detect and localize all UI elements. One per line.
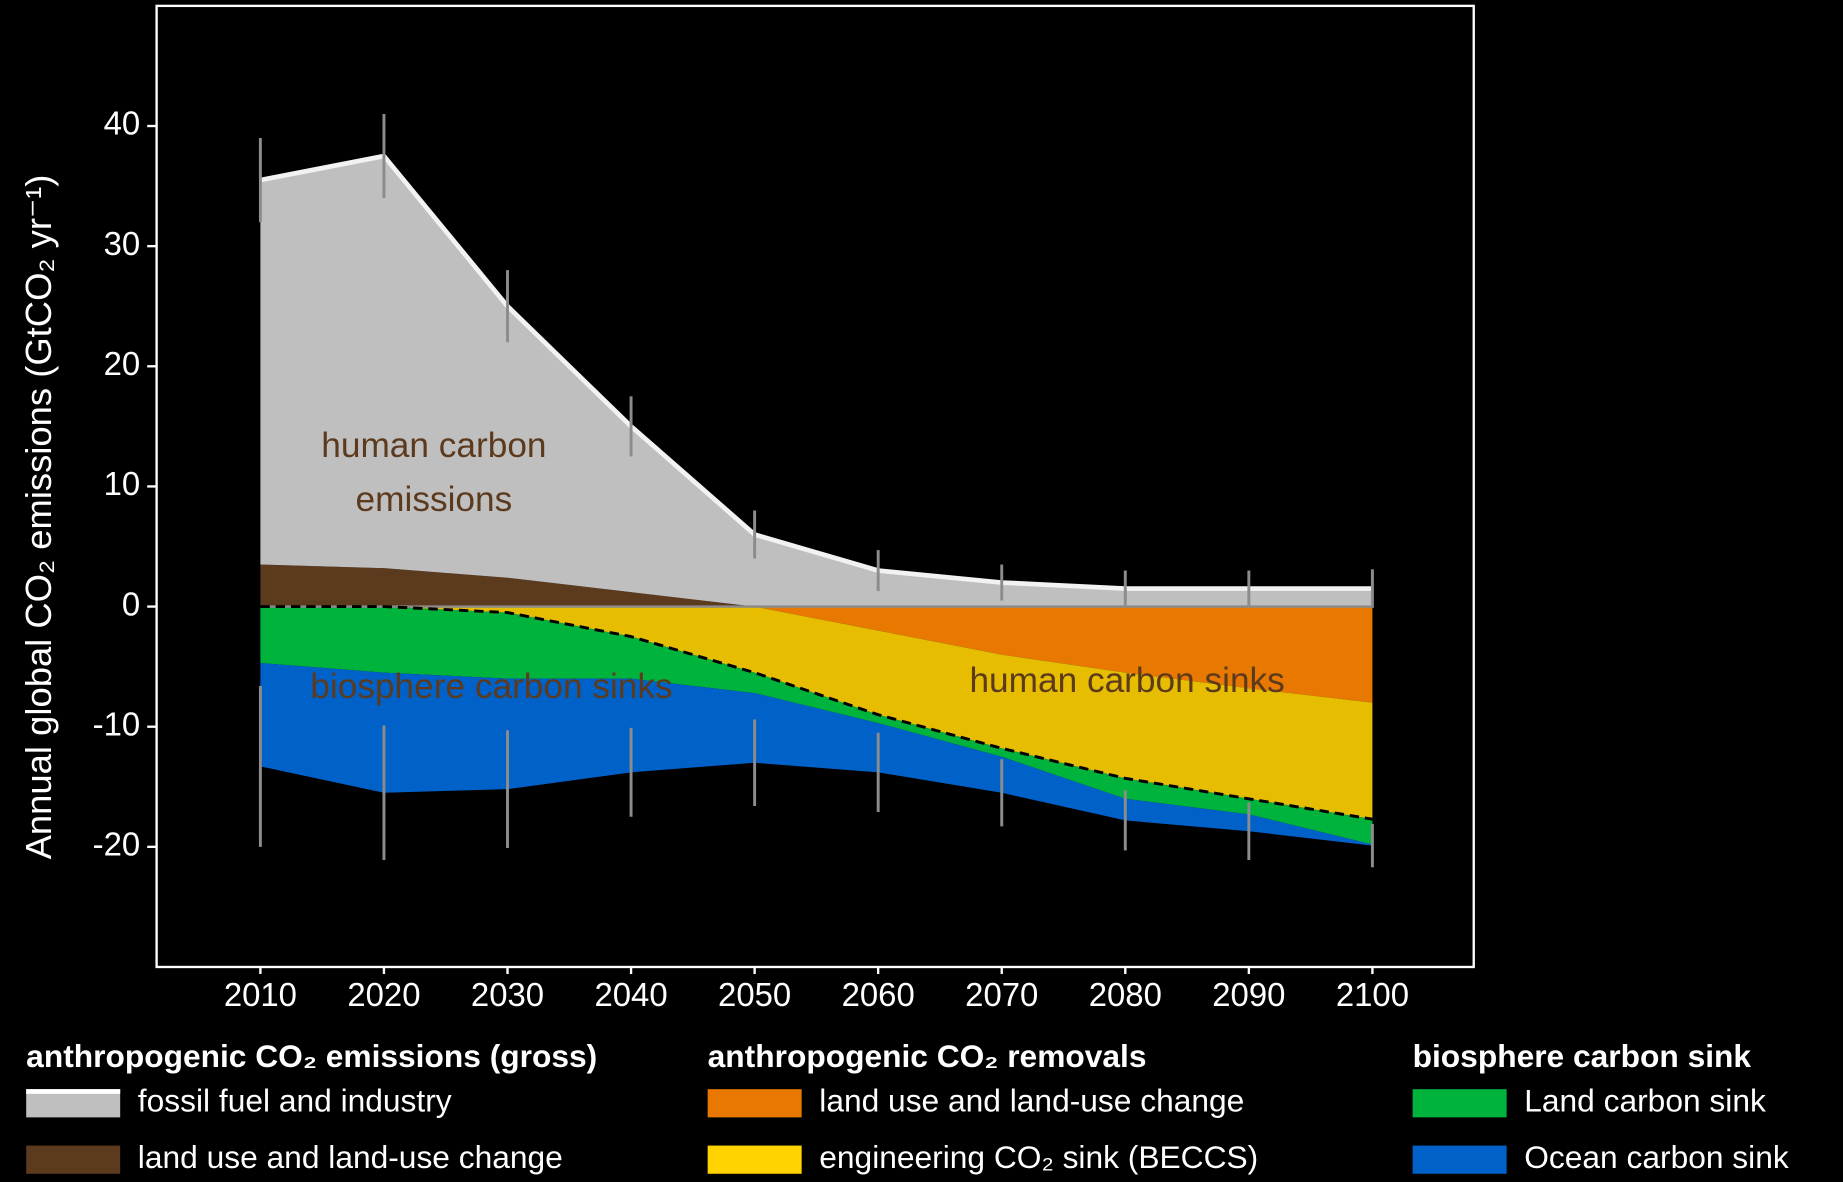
y-tick-label: 10 <box>104 465 141 502</box>
legend-group-title: anthropogenic CO₂ removals <box>708 1038 1147 1074</box>
annotation: emissions <box>356 480 513 519</box>
legend-label: Ocean carbon sink <box>1524 1139 1789 1175</box>
human-sinks-line <box>260 605 1373 821</box>
legend-label: fossil fuel and industry <box>138 1083 452 1119</box>
y-tick-label: 20 <box>104 345 141 382</box>
legend-swatch <box>26 1089 121 1118</box>
x-tick-label: 2080 <box>1089 976 1162 1013</box>
x-tick-label: 2060 <box>842 976 915 1013</box>
y-tick-label: 0 <box>122 585 140 622</box>
y-tick-label: -10 <box>93 705 141 742</box>
emissions-top-line <box>259 153 1373 591</box>
legend-group-title: anthropogenic CO₂ emissions (gross) <box>26 1038 597 1074</box>
x-tick-label: 2050 <box>718 976 791 1013</box>
legend-label: land use and land-use change <box>819 1083 1244 1119</box>
legend-swatch <box>26 1145 121 1174</box>
area <box>260 606 1373 845</box>
legend-group-title: biosphere carbon sink <box>1413 1038 1752 1074</box>
y-tick-label: 40 <box>104 105 141 142</box>
annotation: biosphere carbon sinks <box>310 667 672 706</box>
y-axis-label: Annual global CO₂ emissions (GtCO₂ yr⁻¹) <box>18 175 59 860</box>
x-tick-label: 2020 <box>347 976 420 1013</box>
area <box>260 663 1373 846</box>
x-tick-label: 2010 <box>224 976 297 1013</box>
area <box>260 606 1373 703</box>
annotation: human carbon <box>321 426 546 465</box>
legend-swatch <box>707 1145 802 1174</box>
x-tick-label: 2030 <box>471 976 544 1013</box>
x-tick-label: 2090 <box>1212 976 1285 1013</box>
y-tick-label: 30 <box>104 225 141 262</box>
x-tick-label: 2040 <box>594 976 667 1013</box>
y-tick-label: -20 <box>93 826 141 863</box>
legend-label: engineering CO₂ sink (BECCS) <box>819 1139 1258 1175</box>
legend-swatch <box>707 1089 802 1118</box>
legend-swatch <box>1412 1089 1507 1118</box>
area <box>260 156 1373 607</box>
legend-label: land use and land-use change <box>138 1139 563 1175</box>
annotation: human carbon sinks <box>969 661 1284 700</box>
x-tick-label: 2100 <box>1336 976 1409 1013</box>
legend-swatch <box>1412 1145 1507 1174</box>
x-tick-label: 2070 <box>965 976 1038 1013</box>
area <box>260 564 1373 607</box>
area <box>260 606 1373 820</box>
legend-label: Land carbon sink <box>1524 1083 1766 1119</box>
